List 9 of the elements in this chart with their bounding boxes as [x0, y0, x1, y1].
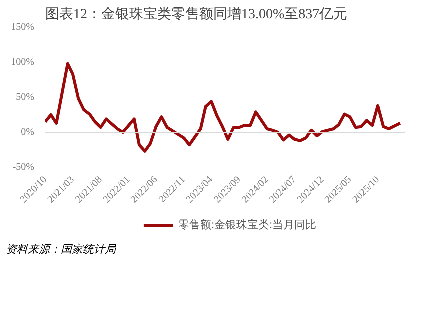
y-tick-label: 0% [21, 127, 35, 138]
y-tick-label: 50% [16, 92, 35, 103]
y-tick-label: 150% [11, 22, 35, 33]
y-tick-label: 100% [11, 57, 35, 68]
chart-title: 图表12：金银珠宝类零售额同增13.00%至837亿元 [46, 6, 348, 22]
line-series [46, 62, 402, 153]
legend-label: 零售额:金银珠宝类:当月同比 [178, 218, 317, 232]
y-tick-label: -50% [12, 162, 35, 173]
text: 资料来源：国家统计局 [6, 243, 116, 258]
